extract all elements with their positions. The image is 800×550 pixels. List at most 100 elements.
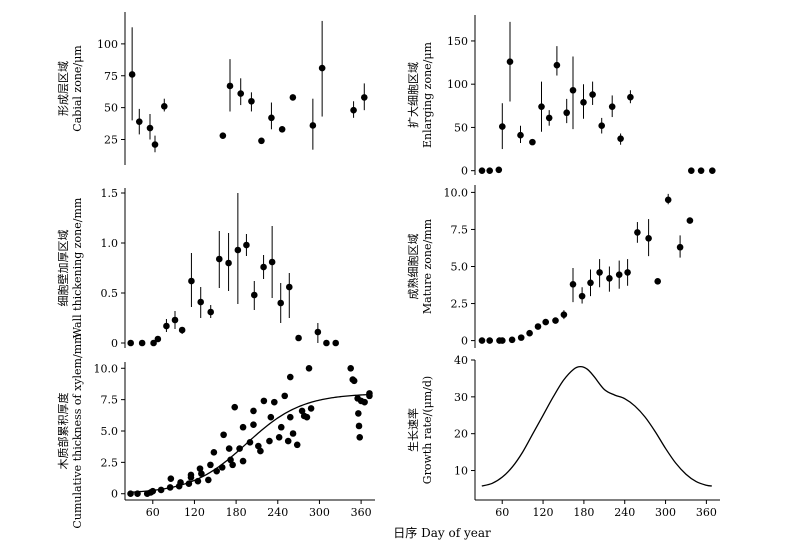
y-tick-label: 150: [447, 35, 468, 48]
data-point: [198, 470, 205, 477]
data-point: [239, 423, 247, 431]
data-point: [587, 279, 594, 287]
y-axis-title: 生长速率Growth rate/(μm/d): [406, 376, 434, 484]
data-point: [303, 413, 311, 421]
data-point: [250, 421, 257, 429]
y-axis-title-en: Mature zone/mm: [421, 218, 434, 314]
data-point: [135, 118, 143, 125]
data-point: [286, 413, 294, 421]
data-point: [589, 91, 596, 98]
data-point: [634, 229, 641, 236]
data-point: [508, 336, 516, 344]
data-point: [606, 275, 613, 282]
data-point: [709, 167, 716, 174]
y-tick-label: 10.0: [444, 186, 469, 199]
data-point: [534, 323, 542, 330]
data-point: [361, 398, 368, 406]
y-axis-title-cn: 生长速率: [406, 408, 420, 452]
data-point: [215, 255, 223, 263]
y-tick-label: 100: [97, 38, 118, 51]
data-point: [219, 132, 227, 139]
data-point: [260, 397, 268, 405]
y-tick-label: 25: [104, 134, 118, 147]
panel-wall-thickening: 0 0.5 1.0 1.5 细胞壁加厚区域Wall thickening zone/mm: [56, 187, 340, 350]
panel-enlarging: 0 50 100 150 扩大细胞区域Enlarging zone/μm: [406, 15, 716, 178]
y-tick-label: 10: [454, 465, 468, 478]
y-axis-title: 成熟细胞区域Mature zone/mm: [406, 218, 434, 314]
data-point: [207, 308, 215, 316]
data-point: [210, 449, 218, 456]
data-point: [624, 269, 631, 276]
data-point: [268, 258, 276, 266]
data-point: [154, 335, 162, 343]
data-point: [676, 243, 684, 251]
x-tick-label: 240: [614, 506, 635, 519]
data-point: [197, 298, 205, 306]
data-point: [347, 364, 354, 372]
data-point: [499, 337, 506, 344]
data-point: [615, 271, 623, 278]
y-axis-title-cn: 形成层区域: [57, 61, 70, 116]
data-point: [686, 217, 694, 224]
data-point: [654, 278, 661, 285]
data-point: [318, 64, 326, 72]
y-tick-label: 0: [461, 335, 468, 348]
x-axis-title: 日序 Day of year: [393, 525, 491, 540]
data-point: [560, 311, 568, 318]
y-axis-title-cn: 木质部累积厚度: [56, 393, 70, 470]
data-point: [578, 292, 586, 300]
data-point: [664, 196, 672, 204]
data-point: [236, 445, 243, 452]
data-point: [250, 407, 257, 415]
data-point: [260, 263, 267, 271]
data-point: [355, 410, 362, 417]
x-tick-label: 180: [226, 506, 247, 519]
data-point: [151, 141, 159, 148]
data-point: [286, 373, 294, 381]
data-point: [360, 94, 368, 101]
y-tick-label: 1.5: [101, 187, 119, 200]
data-point: [146, 124, 154, 132]
data-point: [486, 337, 494, 344]
data-point: [281, 392, 289, 400]
data-point: [608, 103, 616, 110]
data-point: [167, 475, 175, 482]
data-point: [246, 438, 254, 446]
data-point: [350, 106, 357, 114]
y-axis-title-cn: 扩大细胞区域: [406, 62, 420, 128]
data-point: [250, 291, 258, 299]
data-point: [234, 246, 242, 254]
data-point: [307, 405, 315, 412]
data-point: [596, 269, 603, 276]
panel-cumulative: 60 120 180 240 300 360 0 2.5 5.0 7.5 10.0 木质部累积厚度Cu…: [56, 333, 375, 529]
data-point: [225, 259, 232, 267]
data-point: [499, 123, 506, 130]
y-tick-label: 75: [104, 70, 118, 83]
data-point: [171, 316, 179, 324]
data-point: [529, 138, 536, 146]
data-point: [157, 486, 165, 494]
data-point: [138, 339, 146, 347]
y-axis-title: 细胞壁加厚区域Wall thickening zone/mm: [56, 197, 84, 338]
y-axis-title-en: Enlarging zone/μm: [421, 41, 434, 147]
data-point: [284, 437, 292, 445]
data-point: [220, 431, 227, 439]
data-point: [298, 407, 306, 415]
y-tick-label: 20: [454, 428, 468, 441]
data-point: [277, 299, 285, 307]
y-axis-title: 形成层区域Cabial zone/μm: [57, 45, 84, 132]
y-axis-title-en: Cumulative thickness of xylem/mm: [71, 333, 84, 529]
data-point: [506, 58, 514, 66]
y-axis-title-cn: 成熟细胞区域: [406, 234, 420, 300]
data-point: [163, 322, 170, 330]
data-point: [688, 167, 695, 174]
data-point: [188, 277, 195, 285]
data-point: [237, 90, 245, 97]
y-tick-label: 0: [111, 337, 118, 350]
x-tick-label: 60: [146, 506, 160, 519]
y-axis-title-en: Cabial zone/μm: [71, 45, 84, 132]
data-point: [542, 318, 549, 326]
y-axis-title: 扩大细胞区域Enlarging zone/μm: [406, 41, 434, 147]
y-tick-label: 1.0: [101, 237, 119, 250]
